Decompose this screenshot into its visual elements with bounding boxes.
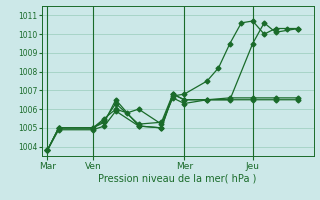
X-axis label: Pression niveau de la mer( hPa ): Pression niveau de la mer( hPa ) [99,173,257,183]
